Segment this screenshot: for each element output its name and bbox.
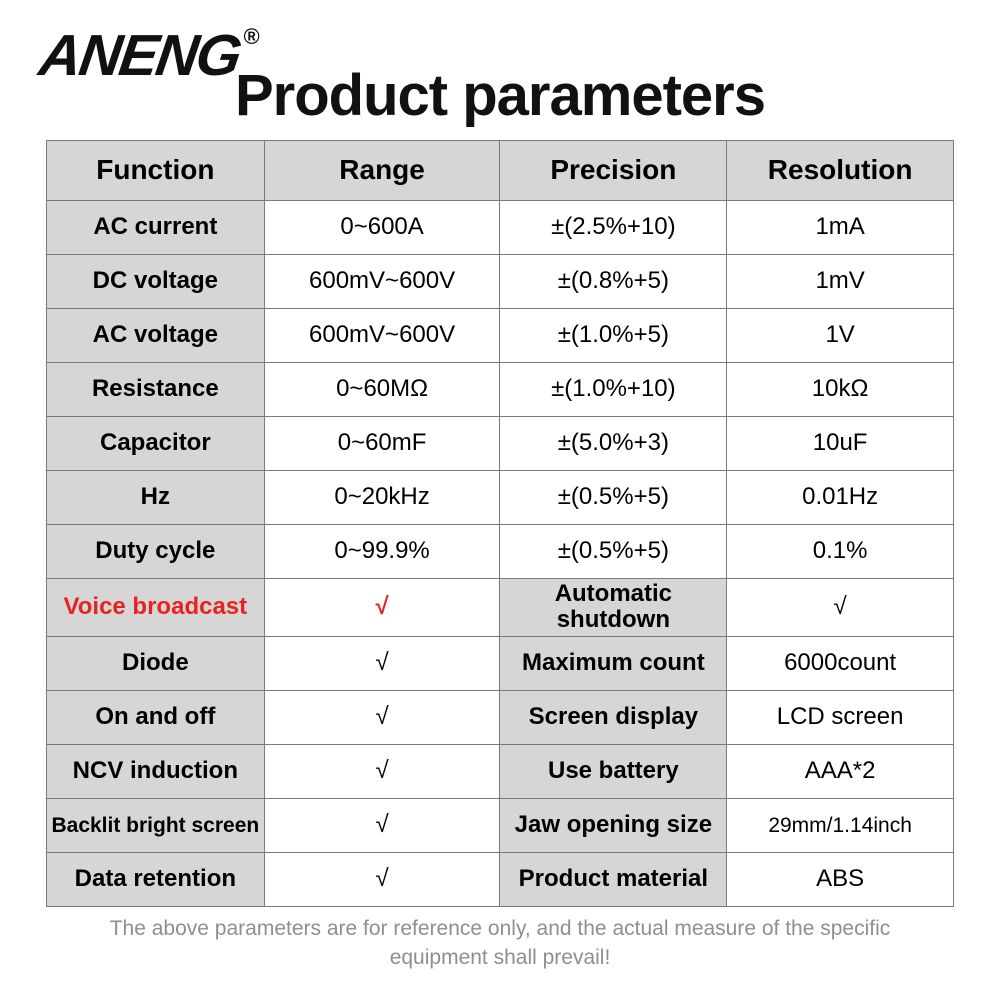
cell-precision: Product material (500, 852, 727, 906)
cell-function: Duty cycle (47, 525, 265, 579)
cell-range: 600mV~600V (264, 255, 500, 309)
cell-resolution: 0.01Hz (727, 471, 954, 525)
cell-resolution: 0.1% (727, 525, 954, 579)
cell-resolution: 10uF (727, 417, 954, 471)
cell-resolution: √ (727, 579, 954, 637)
cell-function: AC voltage (47, 309, 265, 363)
cell-precision: ±(1.0%+10) (500, 363, 727, 417)
cell-resolution: ABS (727, 852, 954, 906)
table-row: Voice broadcast√Automatic shutdown√ (47, 579, 954, 637)
cell-resolution: AAA*2 (727, 744, 954, 798)
cell-function: Diode (47, 636, 265, 690)
cell-precision: Jaw opening size (500, 798, 727, 852)
cell-range: 0~20kHz (264, 471, 500, 525)
cell-function: Hz (47, 471, 265, 525)
col-resolution: Resolution (727, 141, 954, 201)
cell-function: Backlit bright screen (47, 798, 265, 852)
table-row: NCV induction√Use batteryAAA*2 (47, 744, 954, 798)
cell-range: √ (264, 690, 500, 744)
cell-resolution: 1mV (727, 255, 954, 309)
cell-range: 0~99.9% (264, 525, 500, 579)
cell-precision: ±(0.5%+5) (500, 525, 727, 579)
table-row: Capacitor0~60mF±(5.0%+3)10uF (47, 417, 954, 471)
cell-resolution: LCD screen (727, 690, 954, 744)
cell-precision: ±(2.5%+10) (500, 201, 727, 255)
table-row: Backlit bright screen√Jaw opening size29… (47, 798, 954, 852)
cell-resolution: 1V (727, 309, 954, 363)
table-row: Hz0~20kHz±(0.5%+5)0.01Hz (47, 471, 954, 525)
cell-resolution: 6000count (727, 636, 954, 690)
cell-function: DC voltage (47, 255, 265, 309)
cell-range: √ (264, 579, 500, 637)
table-row: AC voltage600mV~600V±(1.0%+5)1V (47, 309, 954, 363)
page-title: Product parameters (0, 62, 1000, 129)
cell-precision: ±(5.0%+3) (500, 417, 727, 471)
footer-note: The above parameters are for reference o… (0, 915, 1000, 972)
cell-range: 0~600A (264, 201, 500, 255)
col-precision: Precision (500, 141, 727, 201)
cell-precision: Use battery (500, 744, 727, 798)
table-row: Duty cycle0~99.9%±(0.5%+5)0.1% (47, 525, 954, 579)
table-row: On and off√Screen displayLCD screen (47, 690, 954, 744)
table-row: Resistance0~60MΩ±(1.0%+10)10kΩ (47, 363, 954, 417)
table-row: Data retention√Product materialABS (47, 852, 954, 906)
cell-precision: Maximum count (500, 636, 727, 690)
cell-resolution: 10kΩ (727, 363, 954, 417)
cell-precision: ±(0.5%+5) (500, 471, 727, 525)
cell-function: Resistance (47, 363, 265, 417)
table-row: DC voltage600mV~600V±(0.8%+5)1mV (47, 255, 954, 309)
cell-function: NCV induction (47, 744, 265, 798)
cell-resolution: 29mm/1.14inch (727, 798, 954, 852)
cell-function: Capacitor (47, 417, 265, 471)
cell-precision: ±(1.0%+5) (500, 309, 727, 363)
cell-resolution: 1mA (727, 201, 954, 255)
cell-function: Voice broadcast (47, 579, 265, 637)
cell-range: √ (264, 636, 500, 690)
cell-precision: ±(0.8%+5) (500, 255, 727, 309)
table-row: AC current0~600A±(2.5%+10)1mA (47, 201, 954, 255)
cell-range: √ (264, 744, 500, 798)
cell-precision: Screen display (500, 690, 727, 744)
cell-function: AC current (47, 201, 265, 255)
col-function: Function (47, 141, 265, 201)
cell-function: Data retention (47, 852, 265, 906)
table-row: Diode√Maximum count6000count (47, 636, 954, 690)
cell-range: 0~60MΩ (264, 363, 500, 417)
cell-precision: Automatic shutdown (500, 579, 727, 637)
cell-function: On and off (47, 690, 265, 744)
registered-icon: ® (243, 24, 259, 50)
cell-range: 0~60mF (264, 417, 500, 471)
table-header-row: Function Range Precision Resolution (47, 141, 954, 201)
cell-range: √ (264, 798, 500, 852)
parameters-table-wrap: Function Range Precision Resolution AC c… (46, 140, 954, 907)
cell-range: √ (264, 852, 500, 906)
parameters-table: Function Range Precision Resolution AC c… (46, 140, 954, 907)
col-range: Range (264, 141, 500, 201)
cell-range: 600mV~600V (264, 309, 500, 363)
